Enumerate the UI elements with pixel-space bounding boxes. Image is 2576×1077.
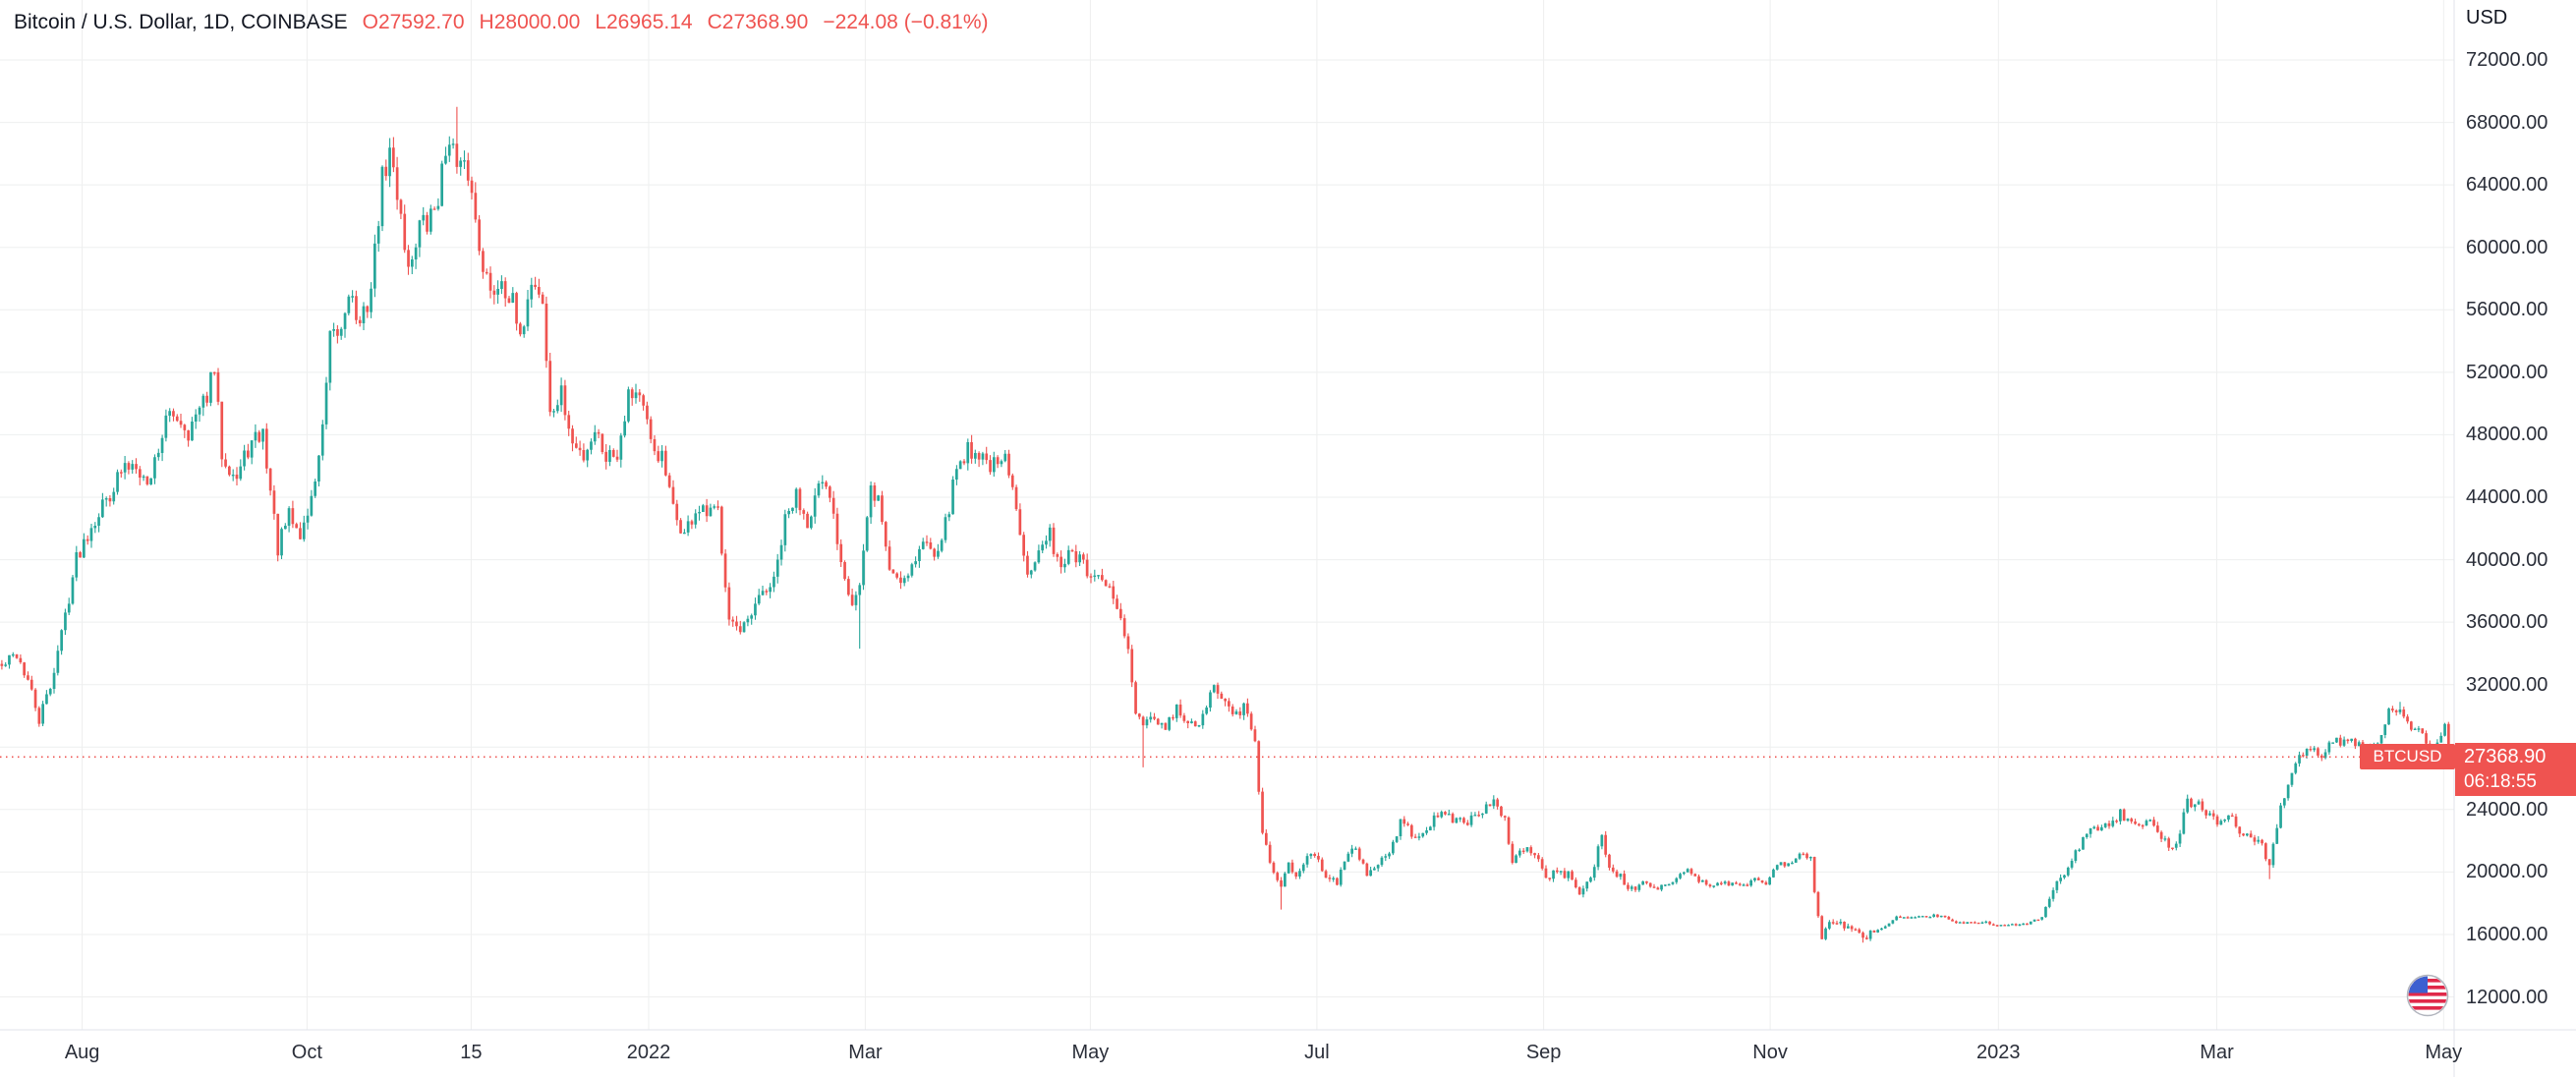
price-tick-label: 44000.00 <box>2466 485 2548 508</box>
down-candle-bodies <box>0 143 2454 939</box>
price-tick-label: 40000.00 <box>2466 548 2548 571</box>
price-tick-label: 72000.00 <box>2466 49 2548 71</box>
us-flag-event-icon[interactable] <box>2406 974 2449 1017</box>
price-tick-label: 68000.00 <box>2466 111 2548 134</box>
price-tick-label: 16000.00 <box>2466 923 2548 945</box>
price-tick-label: 48000.00 <box>2466 424 2548 446</box>
price-tick-label: 24000.00 <box>2466 798 2548 821</box>
price-tick-label: 64000.00 <box>2466 174 2548 197</box>
time-axis-label: May <box>2425 1042 2463 1063</box>
price-axis-currency-label: USD <box>2466 7 2508 28</box>
up-candle-wicks <box>5 136 2446 941</box>
ohlc-low: L26965.14 <box>595 11 693 33</box>
price-tick-label: 52000.00 <box>2466 361 2548 383</box>
time-axis-label: 15 <box>460 1042 483 1063</box>
down-candle-wicks <box>1 106 2453 943</box>
price-tick-label: 60000.00 <box>2466 236 2548 258</box>
up-candle-bodies <box>4 143 2446 939</box>
price-tick-label: 20000.00 <box>2466 861 2548 883</box>
symbol-legend: Bitcoin / U.S. Dollar, 1D, COINBASE O275… <box>14 11 988 34</box>
price-line-symbol-tag: BTCUSD <box>2360 744 2455 770</box>
ohlc-close: C27368.90 <box>707 11 809 33</box>
price-tick-label: 56000.00 <box>2466 299 2548 321</box>
symbol-title[interactable]: Bitcoin / U.S. Dollar, 1D, COINBASE <box>14 11 348 33</box>
ohlc-high: H28000.00 <box>479 11 581 33</box>
time-axis-label: Mar <box>848 1042 883 1063</box>
time-axis-label: Jul <box>1304 1042 1330 1063</box>
time-axis-label: 2023 <box>1976 1042 2021 1063</box>
time-axis-label: May <box>1071 1042 1110 1063</box>
price-tick-label: 12000.00 <box>2466 986 2548 1008</box>
ohlc-open: O27592.70 <box>362 11 465 33</box>
time-axis-label: Oct <box>291 1042 322 1063</box>
time-axis-label: Sep <box>1525 1042 1562 1063</box>
price-tick-label: 32000.00 <box>2466 673 2548 696</box>
change-value: −224.08 (−0.81%) <box>823 11 989 33</box>
time-axis-label: Mar <box>2200 1042 2234 1063</box>
time-axis-label: Aug <box>64 1042 100 1063</box>
last-price-value: 27368.90 <box>2464 746 2547 768</box>
gridlines <box>0 0 2454 1030</box>
last-price-badge: 27368.90 06:18:55 <box>2455 743 2576 797</box>
time-axis-label: Nov <box>1752 1042 1788 1063</box>
time-axis-label: 2022 <box>626 1042 671 1063</box>
bar-countdown: 06:18:55 <box>2464 771 2537 793</box>
price-tick-label: 36000.00 <box>2466 611 2548 634</box>
